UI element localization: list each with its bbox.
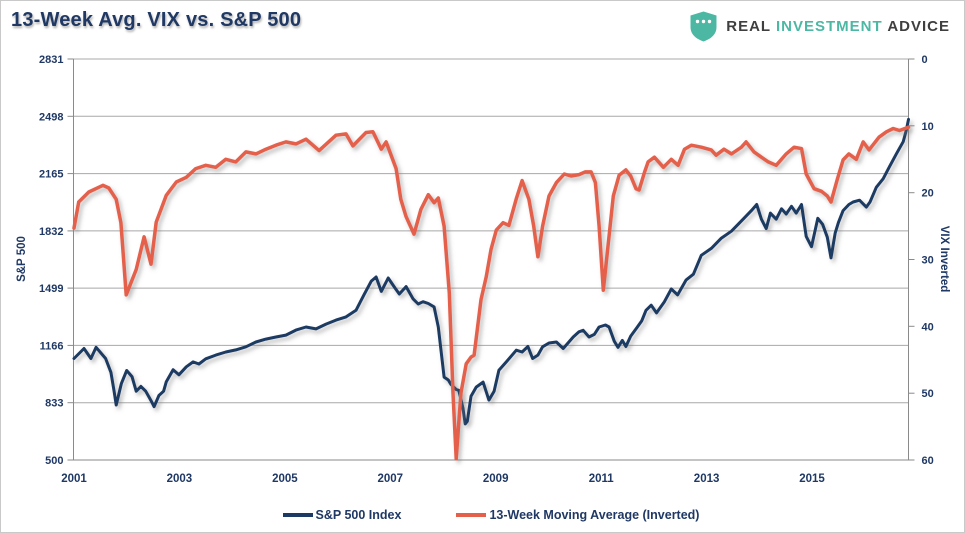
legend-label-vix: 13-Week Moving Average (Inverted) [489, 508, 700, 522]
svg-text:30: 30 [922, 255, 934, 267]
svg-text:2015: 2015 [799, 473, 825, 485]
svg-text:500: 500 [45, 455, 63, 467]
svg-text:1832: 1832 [39, 226, 63, 238]
right-axis-title: VIX Inverted [938, 225, 950, 293]
left-axis-labels: 2831 2498 2165 1832 1499 1166 833 500 [39, 54, 74, 467]
brand-word-advice: ADVICE [887, 18, 950, 35]
svg-text:20: 20 [922, 188, 934, 200]
legend-swatch-vix [456, 513, 487, 517]
right-axis-labels: 0 10 20 30 40 50 60 [908, 54, 934, 467]
legend: S&P 500 Index 13-Week Moving Average (In… [73, 508, 909, 522]
svg-text:2001: 2001 [61, 473, 87, 485]
svg-text:833: 833 [45, 398, 63, 410]
brand-word-investment: INVESTMENT [776, 18, 883, 35]
svg-text:10: 10 [922, 121, 934, 133]
svg-text:60: 60 [922, 455, 934, 467]
svg-text:1499: 1499 [39, 283, 63, 295]
legend-label-sp500: S&P 500 Index [315, 508, 402, 522]
svg-text:0: 0 [922, 54, 928, 66]
svg-text:2005: 2005 [272, 473, 298, 485]
brand-text: REAL INVESTMENT ADVICE [726, 18, 950, 35]
left-axis-title: S&P 500 [16, 236, 28, 282]
brand-word-real: REAL [726, 18, 771, 35]
svg-text:2498: 2498 [39, 111, 63, 123]
svg-text:2003: 2003 [167, 473, 193, 485]
legend-item-sp500: S&P 500 Index [282, 508, 402, 522]
svg-text:2165: 2165 [39, 169, 63, 181]
x-axis-labels: 2001 2003 2005 2007 2009 2011 2013 2015 [61, 473, 825, 485]
vix-series-line [72, 125, 911, 461]
shield-icon [690, 11, 717, 42]
svg-text:2831: 2831 [39, 54, 63, 66]
brand-logo: REAL INVESTMENT ADVICE [690, 11, 950, 42]
legend-item-vix: 13-Week Moving Average (Inverted) [456, 508, 699, 522]
svg-text:1166: 1166 [40, 340, 64, 352]
svg-text:50: 50 [922, 388, 934, 400]
svg-text:2013: 2013 [694, 473, 720, 485]
sp500-series-line [72, 117, 910, 426]
chart-title: 13-Week Avg. VIX vs. S&P 500 [11, 9, 302, 31]
svg-text:2011: 2011 [589, 473, 615, 485]
svg-text:40: 40 [922, 321, 934, 333]
svg-text:2007: 2007 [378, 473, 404, 485]
svg-text:2009: 2009 [483, 473, 509, 485]
legend-swatch-sp500 [282, 513, 313, 517]
